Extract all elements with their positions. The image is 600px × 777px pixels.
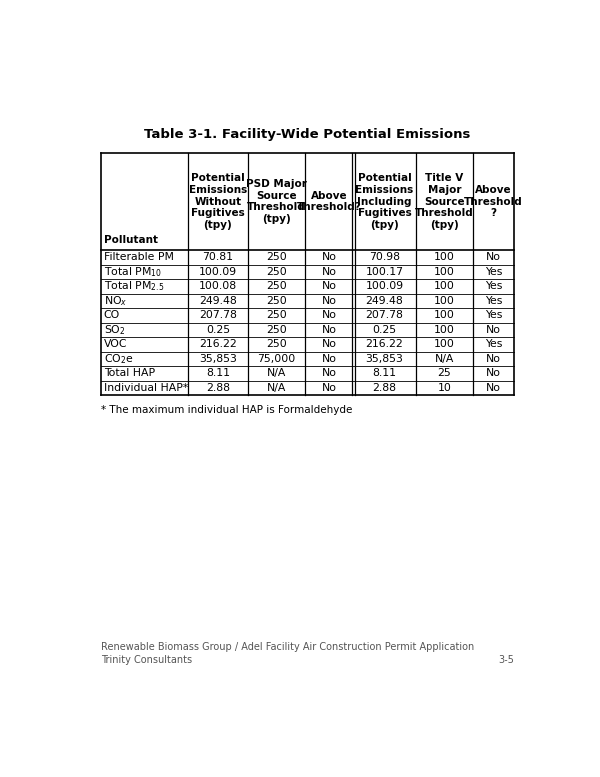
Text: 207.78: 207.78 [199, 310, 237, 320]
Text: Title V
Major
Source
Threshold
(tpy): Title V Major Source Threshold (tpy) [415, 173, 473, 230]
Text: No: No [322, 310, 337, 320]
Text: Pollutant: Pollutant [104, 235, 158, 246]
Text: No: No [486, 325, 501, 335]
Text: Above
Threshold
?: Above Threshold ? [464, 185, 523, 218]
Text: 100.09: 100.09 [365, 281, 404, 291]
Text: Total PM$_{10}$: Total PM$_{10}$ [104, 265, 162, 279]
Text: 250: 250 [266, 281, 287, 291]
Text: CO$_2$e: CO$_2$e [104, 352, 133, 366]
Text: 100.09: 100.09 [199, 267, 237, 277]
Text: 8.11: 8.11 [373, 368, 397, 378]
Text: 207.78: 207.78 [365, 310, 403, 320]
Text: No: No [322, 368, 337, 378]
Text: No: No [322, 325, 337, 335]
Text: 250: 250 [266, 325, 287, 335]
Text: 10: 10 [437, 383, 451, 393]
Text: 250: 250 [266, 340, 287, 350]
Text: No: No [486, 383, 501, 393]
Text: SO$_2$: SO$_2$ [104, 323, 125, 336]
Text: No: No [486, 253, 501, 263]
Text: Individual HAP*: Individual HAP* [104, 383, 188, 393]
Text: Potential
Emissions
Without
Fugitives
(tpy): Potential Emissions Without Fugitives (t… [189, 173, 247, 230]
Text: Filterable PM: Filterable PM [104, 253, 174, 263]
Text: No: No [322, 296, 337, 306]
Text: NO$_x$: NO$_x$ [104, 294, 127, 308]
Text: Yes: Yes [485, 267, 502, 277]
Text: 249.48: 249.48 [365, 296, 403, 306]
Text: 0.25: 0.25 [206, 325, 230, 335]
Text: Yes: Yes [485, 340, 502, 350]
Text: 250: 250 [266, 253, 287, 263]
Text: 100: 100 [434, 325, 455, 335]
Text: Total HAP: Total HAP [104, 368, 155, 378]
Text: PSD Major
Source
Threshold
(tpy): PSD Major Source Threshold (tpy) [246, 179, 307, 224]
Text: 100: 100 [434, 267, 455, 277]
Text: 2.88: 2.88 [373, 383, 397, 393]
Text: 250: 250 [266, 296, 287, 306]
Text: 2.88: 2.88 [206, 383, 230, 393]
Text: 249.48: 249.48 [199, 296, 237, 306]
Text: Potential
Emissions
Including
Fugitives
(tpy): Potential Emissions Including Fugitives … [355, 173, 413, 230]
Text: 35,853: 35,853 [199, 354, 237, 364]
Text: No: No [322, 354, 337, 364]
Text: Table 3-1. Facility-Wide Potential Emissions: Table 3-1. Facility-Wide Potential Emiss… [145, 128, 470, 141]
Text: Yes: Yes [485, 281, 502, 291]
Text: 216.22: 216.22 [365, 340, 403, 350]
Text: 75,000: 75,000 [257, 354, 296, 364]
Text: 0.25: 0.25 [373, 325, 397, 335]
Text: VOC: VOC [104, 340, 127, 350]
Text: 70.98: 70.98 [369, 253, 400, 263]
Text: 100: 100 [434, 281, 455, 291]
Text: No: No [322, 281, 337, 291]
Text: No: No [322, 267, 337, 277]
Text: Yes: Yes [485, 296, 502, 306]
Text: 100: 100 [434, 253, 455, 263]
Text: 3-5: 3-5 [499, 654, 514, 664]
Text: No: No [486, 354, 501, 364]
Text: No: No [322, 383, 337, 393]
Text: Renewable Biomass Group / Adel Facility Air Construction Permit Application: Renewable Biomass Group / Adel Facility … [101, 643, 474, 652]
Text: 100.08: 100.08 [199, 281, 237, 291]
Text: No: No [486, 368, 501, 378]
Text: 100.17: 100.17 [365, 267, 404, 277]
Text: Trinity Consultants: Trinity Consultants [101, 654, 192, 664]
Text: 250: 250 [266, 310, 287, 320]
Text: N/A: N/A [267, 383, 286, 393]
Text: Yes: Yes [485, 310, 502, 320]
Text: 216.22: 216.22 [199, 340, 237, 350]
Text: 100: 100 [434, 310, 455, 320]
Text: 8.11: 8.11 [206, 368, 230, 378]
Text: N/A: N/A [267, 368, 286, 378]
Text: 70.81: 70.81 [202, 253, 233, 263]
Text: 250: 250 [266, 267, 287, 277]
Text: 25: 25 [437, 368, 451, 378]
Text: 35,853: 35,853 [365, 354, 403, 364]
Text: Total PM$_{2.5}$: Total PM$_{2.5}$ [104, 280, 164, 293]
Text: 100: 100 [434, 340, 455, 350]
Text: * The maximum individual HAP is Formaldehyde: * The maximum individual HAP is Formalde… [101, 405, 352, 415]
Text: CO: CO [104, 310, 120, 320]
Text: 100: 100 [434, 296, 455, 306]
Text: No: No [322, 253, 337, 263]
Text: No: No [322, 340, 337, 350]
Text: N/A: N/A [434, 354, 454, 364]
Text: Above
Threshold?: Above Threshold? [297, 191, 362, 212]
